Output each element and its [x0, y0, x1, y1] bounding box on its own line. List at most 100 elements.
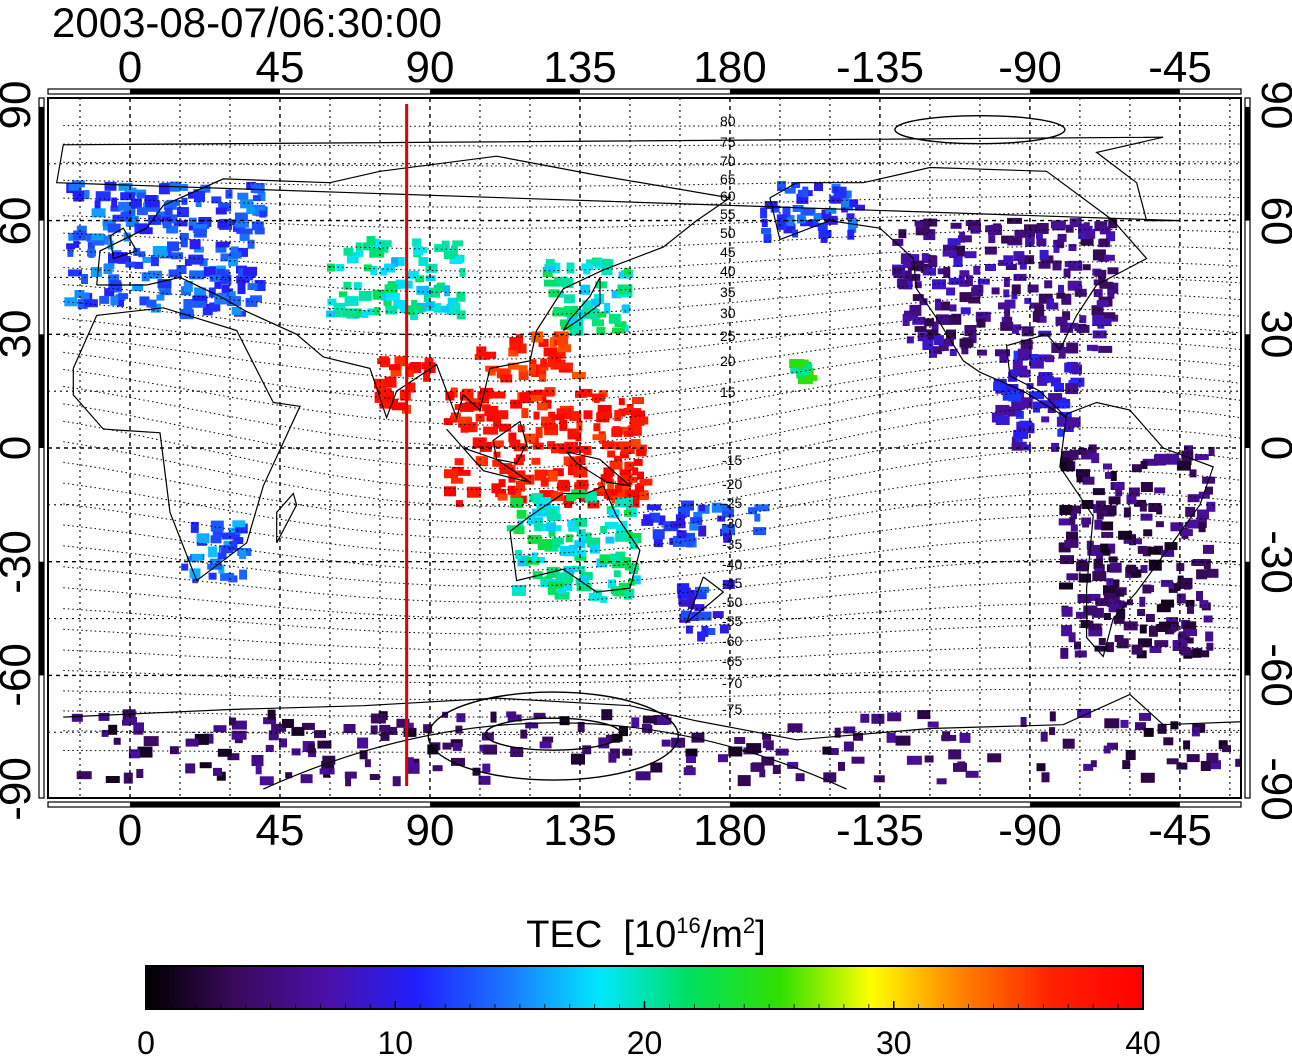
tec-pixel — [139, 296, 150, 306]
timestamp-title: 2003-08-07/06:30:00 — [52, 0, 442, 46]
tec-region-africa-south — [181, 520, 252, 584]
tec-pixel — [922, 339, 934, 350]
tec-pixel — [369, 774, 380, 780]
tec-pixel — [252, 195, 261, 202]
contour-line — [63, 356, 1241, 426]
tec-pixel — [608, 579, 616, 589]
tec-pixel — [653, 715, 669, 725]
tec-pixel — [598, 737, 610, 749]
coastline — [685, 576, 725, 625]
tec-pixel — [677, 588, 688, 599]
tec-pixel — [593, 423, 601, 432]
tec-pixel — [317, 740, 332, 749]
tec-pixel — [860, 713, 870, 723]
tec-pixel — [213, 767, 222, 776]
tec-pixel — [239, 233, 250, 241]
tec-pixel — [615, 532, 629, 542]
tec-pixel — [490, 391, 506, 399]
tec-pixel — [902, 261, 911, 269]
bottom-longitude-label: -90 — [998, 806, 1062, 855]
colorbar-title-exponent-2: 2 — [742, 913, 756, 938]
tec-pixel — [1113, 615, 1125, 624]
tec-pixel — [629, 565, 638, 575]
tec-pixel — [234, 212, 248, 222]
tec-pixel — [759, 769, 766, 778]
tec-pixel — [384, 263, 396, 273]
frame-scale-segment — [1245, 334, 1250, 448]
tec-pixel — [1096, 300, 1109, 308]
tec-pixel — [821, 209, 832, 219]
tec-pixel — [1004, 299, 1016, 309]
tec-pixel — [83, 190, 90, 200]
tec-pixel — [552, 468, 564, 477]
tec-pixel — [1137, 545, 1147, 554]
tec-pixel — [777, 220, 785, 230]
tec-pixel — [520, 729, 528, 739]
tec-pixel — [538, 389, 554, 397]
contour-line — [63, 514, 1241, 572]
tec-pixel — [412, 238, 422, 247]
tec-pixel — [930, 267, 936, 276]
tec-pixel — [1148, 503, 1162, 512]
tec-pixel — [712, 611, 724, 619]
tec-pixel — [910, 254, 920, 262]
tec-pixel — [574, 540, 586, 549]
tec-pixel — [544, 279, 555, 287]
tec-pixel — [601, 709, 613, 721]
tec-pixel — [892, 238, 904, 246]
tec-pixel — [1050, 377, 1061, 387]
tec-pixel — [533, 493, 541, 504]
tec-pixel — [722, 579, 735, 589]
tec-pixel — [282, 719, 294, 728]
tec-pixel — [544, 505, 552, 513]
tec-pixel — [433, 305, 449, 313]
tec-pixel — [459, 402, 474, 412]
tec-pixel — [1091, 607, 1104, 618]
tec-pixel — [133, 247, 141, 256]
tec-pixel — [618, 441, 632, 449]
tec-pixel — [1198, 522, 1206, 533]
tec-pixel — [257, 192, 266, 201]
tec-pixel — [1042, 372, 1049, 384]
tec-pixel — [279, 738, 287, 748]
tec-pixel — [516, 334, 524, 345]
colorbar-ticks: 0 10 20 30 40 — [137, 1001, 1161, 1061]
tec-pixel — [443, 418, 453, 426]
tec-pixel — [938, 342, 949, 351]
tec-pixel — [800, 207, 816, 216]
contour-label: 70 — [720, 153, 736, 169]
tec-pixel — [191, 553, 204, 561]
tec-pixel — [1064, 539, 1079, 548]
tec-pixel — [1039, 400, 1053, 409]
tec-pixel — [1116, 638, 1129, 649]
tec-pixel — [513, 458, 524, 466]
tec-pixel — [822, 746, 832, 755]
tec-pixel — [209, 302, 221, 312]
tec-pixel — [454, 404, 462, 410]
tec-pixel — [964, 251, 977, 259]
tec-pixel — [418, 257, 429, 266]
tec-pixel — [1010, 369, 1021, 377]
tec-pixel — [603, 488, 617, 499]
tec-pixel — [415, 275, 425, 283]
tec-pixel — [641, 518, 654, 526]
tec-pixel — [1135, 722, 1146, 731]
tec-pixel — [321, 760, 335, 772]
tec-pixel — [425, 263, 438, 273]
tec-pixel — [1106, 578, 1114, 586]
tec-pixel — [125, 261, 136, 268]
tec-pixel — [1036, 223, 1049, 234]
tec-pixel — [231, 730, 247, 740]
tec-pixel — [521, 408, 529, 419]
tec-pixel — [192, 295, 208, 304]
tec-pixel — [539, 741, 552, 749]
tec-pixel — [110, 205, 121, 212]
tec-pixel — [1166, 453, 1179, 465]
frame-scale-segment — [1029, 802, 1180, 807]
tec-pixel — [231, 306, 242, 315]
tec-pixel — [716, 504, 731, 511]
coastline — [72, 307, 301, 582]
tec-pixel — [109, 280, 122, 292]
tec-region-australia — [506, 489, 642, 603]
tec-pixel — [1062, 311, 1071, 321]
